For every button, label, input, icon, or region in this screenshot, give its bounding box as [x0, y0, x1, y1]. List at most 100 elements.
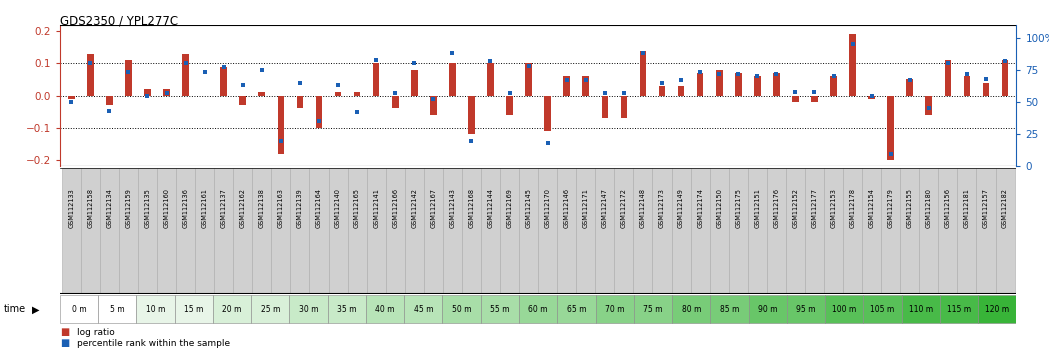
Bar	[411, 70, 418, 96]
Bar	[195, 168, 214, 294]
Bar	[977, 168, 996, 294]
Bar	[659, 86, 665, 96]
Text: time: time	[4, 304, 26, 314]
Bar	[81, 168, 100, 294]
Bar	[563, 76, 570, 96]
Bar	[748, 168, 767, 294]
Bar	[424, 168, 443, 294]
Bar	[735, 73, 742, 96]
Text: GSM112167: GSM112167	[430, 188, 436, 228]
Text: GSM112145: GSM112145	[526, 188, 532, 228]
Bar	[220, 67, 227, 96]
Bar	[825, 168, 843, 294]
Bar	[634, 168, 652, 294]
Bar	[830, 76, 837, 96]
Bar	[392, 96, 399, 108]
Text: GSM112144: GSM112144	[488, 188, 493, 228]
Bar	[690, 168, 710, 294]
Bar	[443, 296, 480, 323]
Bar	[805, 168, 825, 294]
Bar	[347, 168, 366, 294]
Bar	[405, 168, 424, 294]
Bar	[233, 168, 252, 294]
Bar	[136, 296, 174, 323]
Text: GSM112175: GSM112175	[735, 188, 742, 228]
Text: 70 m: 70 m	[605, 305, 624, 314]
Bar	[68, 96, 74, 99]
Bar	[582, 76, 590, 96]
Bar	[239, 96, 247, 105]
Bar	[526, 63, 532, 96]
Text: 85 m: 85 m	[720, 305, 740, 314]
Bar	[468, 96, 475, 134]
Text: 40 m: 40 m	[376, 305, 394, 314]
Bar	[919, 168, 939, 294]
Text: GSM112146: GSM112146	[563, 188, 570, 228]
Text: GSM112142: GSM112142	[411, 188, 418, 228]
Bar	[100, 168, 119, 294]
Bar	[773, 73, 779, 96]
Text: 20 m: 20 m	[222, 305, 241, 314]
Bar	[125, 60, 132, 96]
Bar	[480, 168, 500, 294]
Text: GSM112163: GSM112163	[278, 189, 284, 228]
Bar	[137, 168, 157, 294]
Text: 10 m: 10 m	[146, 305, 165, 314]
Text: GSM112160: GSM112160	[164, 188, 170, 228]
Text: GSM112134: GSM112134	[106, 189, 112, 228]
Text: 25 m: 25 m	[260, 305, 280, 314]
Text: GSM112182: GSM112182	[1002, 188, 1008, 228]
Bar	[640, 51, 646, 96]
Bar	[869, 96, 875, 99]
Bar	[213, 296, 251, 323]
Bar	[715, 70, 723, 96]
Text: GSM112133: GSM112133	[68, 189, 74, 228]
Text: ▶: ▶	[31, 304, 39, 314]
Text: GSM112137: GSM112137	[220, 189, 227, 228]
Bar	[335, 92, 341, 96]
Bar	[601, 96, 608, 118]
Bar	[787, 296, 826, 323]
Text: GSM112157: GSM112157	[983, 188, 989, 228]
Bar	[500, 168, 519, 294]
Text: 110 m: 110 m	[908, 305, 933, 314]
Bar	[87, 54, 93, 96]
Bar	[881, 168, 900, 294]
Text: 35 m: 35 m	[337, 305, 357, 314]
Text: GSM112135: GSM112135	[145, 189, 150, 228]
Bar	[850, 34, 856, 96]
Text: GSM112176: GSM112176	[773, 188, 779, 228]
Bar	[164, 89, 170, 96]
Bar	[940, 296, 979, 323]
Bar	[996, 168, 1014, 294]
Text: GDS2350 / YPL277C: GDS2350 / YPL277C	[60, 14, 178, 27]
Text: ■: ■	[60, 338, 69, 348]
Bar	[251, 296, 290, 323]
Text: GSM112149: GSM112149	[678, 189, 684, 228]
Bar	[729, 168, 748, 294]
Text: GSM112156: GSM112156	[945, 188, 950, 228]
Text: GSM112154: GSM112154	[869, 188, 875, 228]
Text: 65 m: 65 m	[566, 305, 586, 314]
Text: 105 m: 105 m	[871, 305, 895, 314]
Bar	[749, 296, 787, 323]
Text: GSM112177: GSM112177	[812, 188, 817, 228]
Text: ■: ■	[60, 327, 69, 337]
Bar	[672, 296, 710, 323]
Text: GSM112171: GSM112171	[583, 189, 588, 228]
Bar	[507, 96, 513, 115]
Bar	[557, 168, 576, 294]
Text: GSM112138: GSM112138	[259, 189, 264, 228]
Text: GSM112148: GSM112148	[640, 188, 646, 228]
Bar	[430, 96, 436, 115]
Bar	[596, 168, 615, 294]
Bar	[900, 168, 919, 294]
Bar	[710, 296, 749, 323]
Text: 15 m: 15 m	[184, 305, 204, 314]
Text: GSM112136: GSM112136	[183, 189, 189, 228]
Text: GSM112180: GSM112180	[926, 188, 932, 228]
Text: GSM112155: GSM112155	[906, 188, 913, 228]
Text: GSM112152: GSM112152	[792, 188, 798, 228]
Text: GSM112159: GSM112159	[126, 189, 131, 228]
Bar	[767, 168, 786, 294]
